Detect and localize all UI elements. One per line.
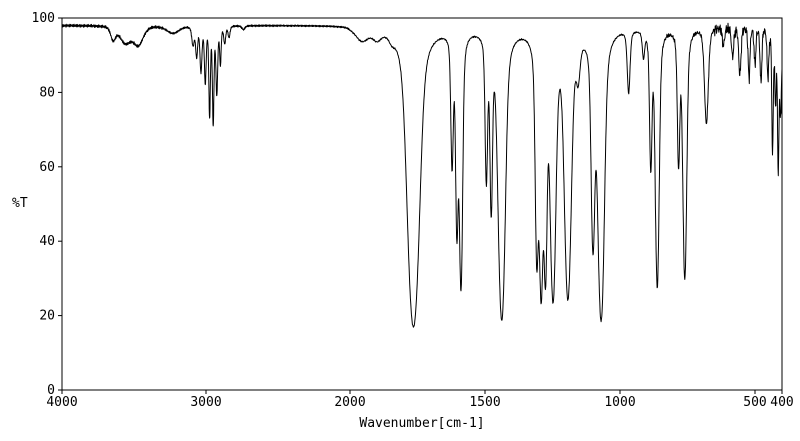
x-tick-label: 500 <box>743 395 766 410</box>
y-tick-label: 40 <box>39 234 55 249</box>
y-tick-label: 60 <box>39 160 55 175</box>
y-tick-label: 0 <box>47 383 55 398</box>
y-tick-label: 100 <box>32 11 55 26</box>
x-tick-label: 2000 <box>334 395 365 410</box>
plot-frame <box>61 17 783 391</box>
x-tick-label: 1000 <box>604 395 635 410</box>
x-tick-label: 1500 <box>469 395 500 410</box>
y-tick-label: 20 <box>39 309 55 324</box>
x-axis-title: Wavenumber[cm-1] <box>359 416 485 431</box>
x-tick-label: 400 <box>770 395 793 410</box>
x-tick-label: 4000 <box>46 395 77 410</box>
y-tick-label: 80 <box>39 85 55 100</box>
spectrum-trace <box>61 22 783 328</box>
x-tick-label: 3000 <box>190 395 221 410</box>
y-axis-title: %T <box>12 196 28 211</box>
